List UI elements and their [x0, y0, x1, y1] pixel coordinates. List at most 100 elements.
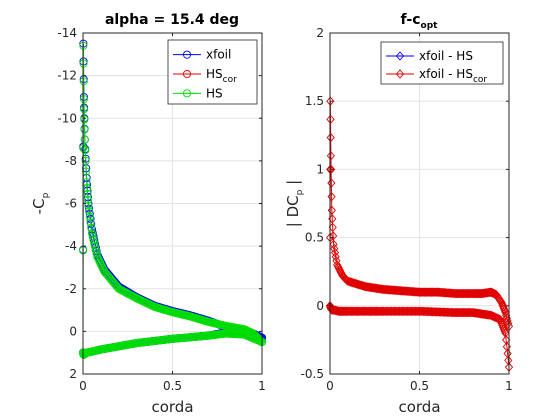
cp-y-axis-label-sub: p: [41, 192, 51, 198]
dcp-legend-label-0: xfoil - HS: [419, 49, 473, 63]
dcp-title-sub: opt: [421, 21, 439, 31]
dcp-series-1-upper-point-48: [361, 282, 370, 292]
dcp-series-1-upper-point-178: [503, 316, 512, 326]
dcp-series-1-upper-point-14: [329, 239, 338, 250]
dcp-series-1-lower-point-157: [500, 326, 509, 336]
dcp-series-1-lower-point-80: [408, 306, 417, 316]
dcp-series-1-lower-point-69: [394, 306, 403, 316]
dcp-series-1-upper-point-53: [367, 282, 376, 293]
dcp-series-1-lower-point-131: [473, 308, 483, 319]
dcp-y-tick-label-2: 0.5: [305, 231, 324, 245]
dcp-series-1-lower-point-63: [386, 306, 395, 316]
dcp-series-1-upper-point-49: [362, 282, 372, 292]
dcp-series-1-lower-point-71: [396, 306, 406, 316]
cp-y-tick-label-7: 0: [69, 324, 77, 338]
dcp-series-1-upper-point-52: [366, 282, 375, 293]
dcp-series-1-lower-point-74: [400, 306, 410, 316]
cp-series-2-upper-point-20: [85, 212, 94, 221]
dcp-series-1-upper-point-179: [504, 318, 513, 329]
dcp-x-tick-label-2: 1: [505, 379, 513, 393]
dcp-legend-box: [380, 41, 504, 85]
dcp-legend: xfoil - HS xfoil - HScor: [380, 41, 504, 85]
dcp-series-1-lower-point-128: [470, 308, 479, 318]
cp-y-tick-label-6: -2: [65, 282, 77, 296]
dcp-y-tick-label-4: 1.5: [305, 94, 324, 108]
dcp-x-tick-label-0: 0: [326, 379, 334, 393]
cp-series-2-upper-point-9: [80, 125, 89, 134]
cp-legend-marker-2: [182, 89, 192, 98]
dcp-series-1-upper-point-58: [373, 283, 382, 294]
cp-y-tick-label-0: -14: [57, 26, 77, 40]
dcp-series-1-lower-point-78: [406, 306, 415, 316]
cp-y-tick-label-5: -4: [65, 239, 77, 253]
dcp-series-1-upper-point-13: [329, 231, 338, 241]
dcp-series-1-lower-point-68: [392, 306, 402, 316]
dcp-series-1-lower-point-61: [383, 306, 392, 316]
dcp-series-1-upper-point-4: [326, 114, 335, 125]
dcp-series-1-upper-point-7: [327, 164, 336, 175]
dcp-series-1-lower-point-65: [388, 306, 398, 316]
dcp-series-1-lower-point-132: [475, 308, 484, 319]
dcp-y-tick-label-1: 0: [316, 299, 324, 313]
chart-cp: 0 0.5 1-14-12-10-8-6-4-202 alpha = 15.4 de…: [30, 12, 267, 416]
cp-series-2-upper-point-36: [98, 263, 107, 273]
dcp-series-1-upper-point-173: [499, 304, 509, 314]
cp-legend-label-0: xfoil: [206, 48, 231, 62]
dcp-series-1-lower-point-156: [499, 324, 508, 334]
dcp-series-1-lower-point-70: [395, 306, 404, 316]
dcp-y-axis-label-sub: p: [295, 189, 305, 195]
cp-legend-box: [167, 39, 258, 105]
dcp-series-1-lower-point-135: [478, 309, 487, 319]
cp-legend-label-1-base: HS: [206, 67, 223, 81]
dcp-series-1-lower-point-67: [391, 306, 400, 316]
cp-series-2-upper-point-7: [80, 105, 89, 114]
dcp-series-1-lower-point-73: [399, 306, 408, 316]
cp-legend-label-2-base: HS: [206, 86, 223, 100]
dcp-legend-label-1: xfoil - HScor: [419, 67, 487, 85]
dcp-series-1-lower-point-66: [390, 306, 399, 316]
dcp-series-1-upper-point-17: [331, 252, 340, 262]
dcp-series-1-lower-point-58: [379, 306, 388, 316]
cp-x-tick-label-1: 0.5: [163, 379, 182, 393]
dcp-series-1-upper-point-60: [376, 284, 385, 294]
dcp-series-1-upper-point-16: [330, 247, 340, 258]
cp-y-tick-label-2: -10: [57, 111, 77, 125]
dcp-legend-marker-1: [395, 69, 405, 79]
dcp-y-axis-label-after: |: [284, 180, 302, 190]
dcp-series-1-lower-point-76: [403, 306, 412, 316]
dcp-series-1-lower-point-134: [477, 309, 486, 319]
dcp-series-1-upper-point-5: [326, 132, 335, 143]
cp-y-axis-label-base: -C: [30, 198, 48, 214]
dcp-series-1-lower-point-83: [412, 306, 421, 316]
cp-y-tick-label-3: -8: [65, 154, 77, 168]
cp-legend-marker-1: [182, 69, 192, 79]
dcp-series-1-upper-point-10: [327, 205, 336, 216]
dcp-y-axis-label-base: | DC: [284, 195, 302, 227]
cp-series-2-upper-point-10: [80, 135, 89, 144]
dcp-series-1-upper-point-59: [374, 284, 384, 294]
dcp-series-1-lower-point-77: [404, 306, 413, 316]
dcp-y-axis-label: | DCp |: [284, 180, 305, 227]
cp-series-2-upper-point-18: [84, 201, 93, 210]
cp-x-axis-label: corda: [151, 398, 193, 416]
cp-series-2-upper-point-22: [87, 223, 96, 232]
cp-ticks: 0 0.5 1-14-12-10-8-6-4-202: [57, 26, 265, 393]
cp-series-2-upper-point-6: [79, 95, 88, 104]
dcp-series-1-upper-point-176: [502, 310, 511, 321]
dcp-series-1-lower-point-75: [402, 306, 411, 316]
dcp-title: f-copt: [401, 12, 439, 31]
dcp-series-1-lower-point-133: [476, 309, 485, 319]
cp-y-axis-label: -Cp: [30, 192, 51, 214]
dcp-series-1-lower-point-127: [469, 307, 478, 318]
cp-y-tick-label-8: 2: [69, 367, 77, 381]
cp-series-2-upper-point-11: [81, 146, 90, 155]
dcp-series-1-upper-point-15: [330, 243, 339, 254]
dcp-series-1-lower-point-84: [414, 306, 423, 316]
dcp-series-1-lower-point-81: [410, 306, 419, 316]
cp-x-tick-label-2: 1: [258, 379, 266, 393]
dcp-legend-label-1-sub: cor: [473, 75, 487, 85]
dcp-series-1-lower-point-60: [382, 306, 391, 316]
dcp-ticks: 0 0.5 1-0.500.511.52: [301, 26, 513, 393]
